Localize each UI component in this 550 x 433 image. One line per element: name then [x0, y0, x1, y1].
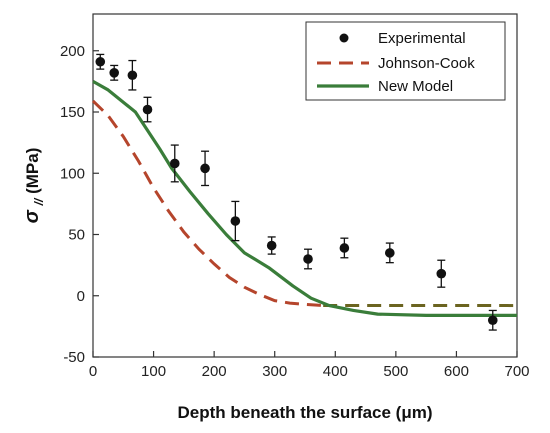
y-tick-label: 50 [68, 227, 85, 244]
x-tick-label: 600 [444, 363, 469, 380]
experimental-point [266, 240, 277, 251]
x-tick-label: 500 [383, 363, 408, 380]
experimental-point [169, 158, 180, 169]
experimental-point [109, 68, 119, 78]
experimental-point [385, 248, 395, 258]
legend-label: Johnson-Cook [378, 55, 475, 72]
experimental-point [230, 216, 241, 226]
y-tick-label: 200 [60, 43, 85, 60]
series-layer [91, 53, 517, 331]
y-axis-label: σ // (MPa) [21, 148, 47, 224]
plot-frame [92, 13, 518, 358]
experimental-point [127, 70, 138, 81]
legend-label: New Model [378, 78, 453, 95]
experimental-point [487, 315, 498, 326]
new-model-line [92, 79, 517, 317]
y-axis-label-unit: (MPa) [23, 148, 42, 194]
experimental-point [95, 56, 106, 67]
y-axis-label-subscript: // [32, 197, 46, 206]
y-tick-label: 0 [77, 288, 85, 305]
y-tick-label: 150 [60, 104, 85, 121]
x-tick-label: 400 [323, 363, 348, 380]
x-tick-label: 200 [202, 363, 227, 380]
x-tick-label: 300 [262, 363, 287, 380]
legend-marker-experimental [339, 33, 349, 43]
x-tick-label: 700 [504, 363, 529, 380]
experimental-point [142, 104, 153, 115]
x-axis-label: Depth beneath the surface (μm) [177, 403, 432, 422]
legend: Experimental Johnson-Cook New Model [305, 21, 506, 101]
y-axis-label-symbol: σ [21, 209, 43, 223]
y-tick-label: 100 [60, 165, 85, 182]
x-tick-label: 100 [141, 363, 166, 380]
x-tick-label: 0 [89, 363, 97, 380]
legend-label: Experimental [378, 30, 466, 47]
experimental-point [200, 163, 210, 174]
y-tick-label: -50 [63, 349, 85, 366]
experimental-point [436, 268, 447, 279]
experimental-point [303, 254, 313, 264]
johnson-cook-line [91, 99, 324, 308]
experimental-point [339, 243, 350, 253]
